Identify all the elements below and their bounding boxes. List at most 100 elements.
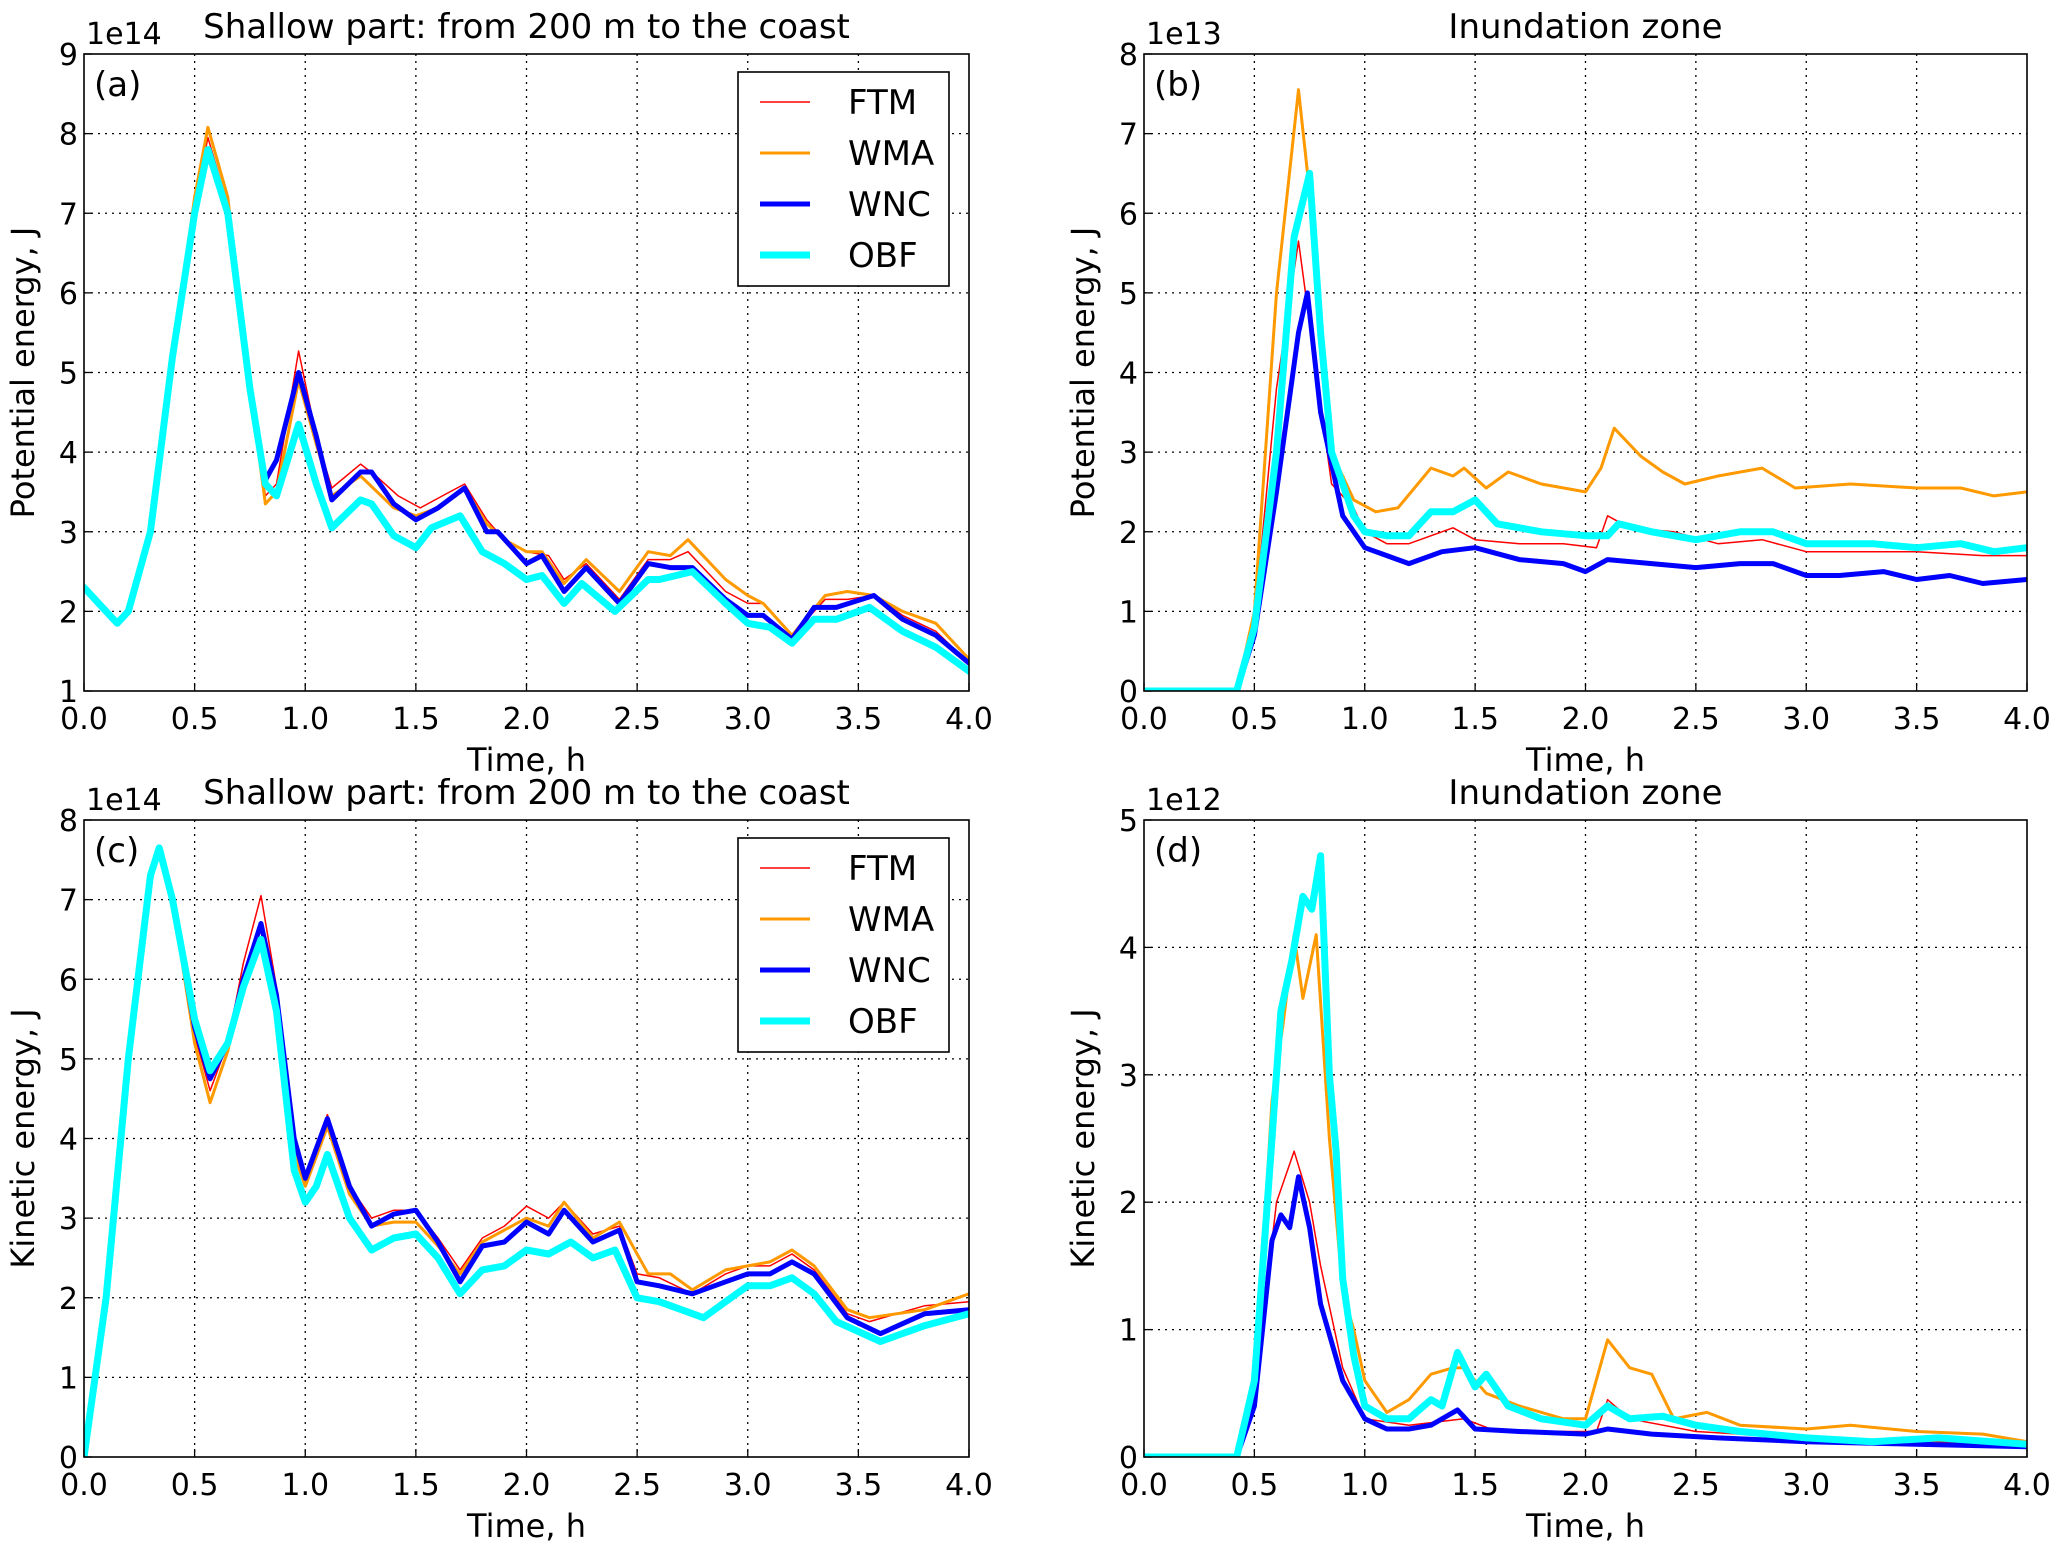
y-tick-label: 0: [1119, 1441, 1138, 1476]
legend-label-wnc: WNC: [848, 185, 931, 225]
subplot-title: Shallow part: from 200 m to the coast: [203, 773, 850, 813]
x-tick-label: 1.5: [1451, 702, 1499, 737]
x-tick-label: 2.0: [503, 1468, 551, 1503]
x-axis-label: Time, h: [466, 741, 586, 779]
x-tick-label: 1.5: [1451, 1468, 1499, 1503]
legend-label-wnc: WNC: [848, 951, 931, 991]
legend-frame: [737, 837, 950, 1053]
x-tick-label: 0.5: [171, 1468, 219, 1503]
y-tick-label: 4: [59, 1123, 78, 1158]
x-tick-label: 2.5: [1672, 702, 1720, 737]
legend: FTM WMA WNC OBF: [737, 71, 950, 287]
x-tick-label: 4.0: [2003, 702, 2051, 737]
x-tick-label: 0.5: [171, 702, 219, 737]
y-tick-label: 4: [1119, 931, 1138, 966]
legend-label-obf: OBF: [848, 236, 918, 276]
y-axis-label: Kinetic energy, J: [4, 1008, 42, 1268]
y-tick-label: 6: [59, 963, 78, 998]
x-tick-label: 4.0: [945, 1468, 993, 1503]
axes-frame: [1143, 53, 2028, 692]
y-tick-label: 1: [1119, 1314, 1138, 1349]
x-tick-label: 1.5: [392, 702, 440, 737]
y-tick-label: 2: [59, 595, 78, 630]
y-multiplier-label: 1e14: [86, 17, 162, 52]
subplot-b: 0.0 0.5 1.0 1.5 2.0 2.5 3.0 3.5 4.0 0 1 2 3 4 5 6 7 8 Inun…: [1064, 7, 2051, 779]
subplot-title: Inundation zone: [1448, 773, 1722, 813]
series-line-wnc: [1144, 1174, 2027, 1457]
x-tick-label: 1.0: [1341, 702, 1389, 737]
x-axis-label: Time, h: [466, 1507, 586, 1545]
x-tick-label: 3.5: [1893, 702, 1941, 737]
x-tick-label: 0.0: [1120, 1468, 1168, 1503]
y-tick-label: 7: [59, 197, 78, 232]
y-tick-label: 6: [1119, 197, 1138, 232]
x-tick-label: 1.5: [392, 1468, 440, 1503]
y-tick-label: 8: [1119, 38, 1138, 73]
y-tick-label: 5: [59, 357, 78, 392]
y-tick-label: 9: [59, 38, 78, 73]
subplot-a: 0.0 0.5 1.0 1.5 2.0 2.5 3.0 3.5 4.0 1 2 3 4 5 6 7 8 9 Shal…: [4, 7, 993, 779]
series-line-wnc: [1144, 290, 2027, 691]
y-tick-label: 3: [59, 1202, 78, 1237]
y-tick-label: 7: [1119, 118, 1138, 153]
y-axis-label: Potential energy, J: [1064, 227, 1102, 519]
y-tick-label: 2: [1119, 516, 1138, 551]
x-tick-label: 3.5: [835, 1468, 883, 1503]
subplot-c: 0.0 0.5 1.0 1.5 2.0 2.5 3.0 3.5 4.0 0 1 2 3 4 5 6 7 8 Shal…: [4, 773, 993, 1545]
legend-label-wma: WMA: [848, 900, 934, 940]
y-axis-label: Potential energy, J: [4, 227, 42, 519]
x-tick-label: 2.0: [1562, 1468, 1610, 1503]
y-tick-label: 1: [1119, 595, 1138, 630]
x-tick-label: 4.0: [945, 702, 993, 737]
series-line-obf: [84, 146, 969, 675]
x-tick-label: 3.0: [1782, 1468, 1830, 1503]
y-tick-label: 3: [59, 516, 78, 551]
y-multiplier-label: 1e14: [86, 783, 162, 818]
x-tick-label: 2.0: [1562, 702, 1610, 737]
panel-label: (b): [1154, 65, 1202, 105]
x-tick-label: 0.0: [1120, 702, 1168, 737]
legend-label-obf: OBF: [848, 1002, 918, 1042]
series-line-wma: [1144, 933, 2027, 1457]
series-line-obf: [84, 844, 969, 1457]
subplot-d: 0.0 0.5 1.0 1.5 2.0 2.5 3.0 3.5 4.0 0 1 2 3 4 5 Inundat…: [1064, 773, 2051, 1545]
y-tick-label: 4: [1119, 357, 1138, 392]
x-tick-label: 1.0: [1341, 1468, 1389, 1503]
x-tick-label: 3.0: [724, 702, 772, 737]
legend-label-ftm: FTM: [848, 83, 917, 123]
x-axis-label: Time, h: [1525, 741, 1645, 779]
x-tick-label: 2.5: [613, 702, 661, 737]
x-tick-label: 2.5: [1672, 1468, 1720, 1503]
y-tick-label: 0: [1119, 675, 1138, 710]
x-tick-label: 3.0: [1782, 702, 1830, 737]
y-multiplier-label: 1e12: [1146, 783, 1222, 818]
series-line-ftm: [84, 847, 969, 1457]
x-tick-label: 0.0: [60, 1468, 108, 1503]
axes-frame: [1143, 819, 2028, 1458]
axes-frame: [83, 53, 970, 692]
y-tick-label: 1: [59, 675, 78, 710]
y-tick-label: 5: [1119, 277, 1138, 312]
panel-label: (d): [1154, 831, 1202, 871]
subplot-title: Shallow part: from 200 m to the coast: [203, 7, 850, 47]
panel-label: (a): [94, 65, 141, 105]
series-line-ftm: [1144, 240, 2027, 691]
y-tick-label: 6: [59, 277, 78, 312]
y-tick-label: 5: [59, 1043, 78, 1078]
subplot-title: Inundation zone: [1448, 7, 1722, 47]
legend-frame: [737, 71, 950, 287]
x-tick-label: 0.0: [60, 702, 108, 737]
y-tick-label: 0: [59, 1441, 78, 1476]
x-tick-label: 1.0: [281, 702, 329, 737]
x-tick-label: 0.5: [1231, 1468, 1279, 1503]
x-tick-label: 3.0: [724, 1468, 772, 1503]
legend-label-ftm: FTM: [848, 849, 917, 889]
y-axis-label: Kinetic energy, J: [1064, 1008, 1102, 1268]
panel-label: (c): [94, 831, 139, 871]
x-tick-label: 3.5: [1893, 1468, 1941, 1503]
x-tick-label: 2.5: [613, 1468, 661, 1503]
x-tick-label: 2.0: [503, 702, 551, 737]
x-tick-label: 3.5: [835, 702, 883, 737]
series-line-obf: [1144, 852, 2027, 1457]
